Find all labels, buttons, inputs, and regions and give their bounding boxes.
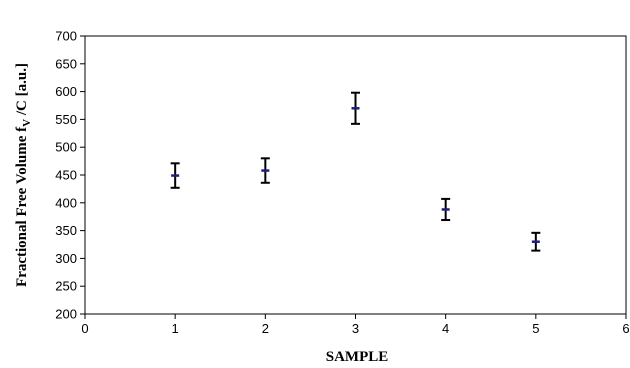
y-tick-label: 450 [55, 168, 77, 183]
data-points [170, 91, 541, 252]
x-tick-label: 4 [442, 321, 449, 336]
y-tick-label: 200 [55, 307, 77, 322]
y-tick-label: 650 [55, 56, 77, 71]
y-tick-label: 250 [55, 279, 77, 294]
y-tick-label: 300 [55, 251, 77, 266]
y-axis-title-main: Fractional Free Volume f [14, 126, 30, 287]
data-point [441, 197, 451, 222]
data-point [351, 91, 360, 125]
y-axis-ticks: 200 250 300 350 400 450 500 550 600 650 700 [55, 29, 85, 322]
data-point [260, 157, 270, 184]
x-tick-label: 5 [532, 321, 539, 336]
data-point [531, 231, 541, 252]
y-tick-label: 700 [55, 29, 77, 44]
x-tick-label: 2 [262, 321, 269, 336]
y-tick-label: 350 [55, 223, 77, 238]
x-tick-label: 3 [352, 321, 359, 336]
y-tick-label: 500 [55, 140, 77, 155]
y-axis-title-subscript: V [21, 119, 33, 127]
x-axis-ticks: 0 1 2 3 4 5 6 [81, 314, 630, 336]
data-point [170, 162, 180, 189]
plot-area [84, 35, 627, 315]
x-tick-label: 6 [622, 321, 629, 336]
x-axis-title: SAMPLE [326, 349, 389, 365]
y-axis-title: Fractional Free Volume fV /C [a.u.] [14, 63, 33, 287]
x-tick-label: 0 [81, 321, 88, 336]
y-tick-label: 600 [55, 84, 77, 99]
y-tick-label: 400 [55, 195, 77, 210]
y-tick-label: 550 [55, 112, 77, 127]
y-axis-title-suffix: /C [a.u.] [14, 63, 30, 119]
x-tick-label: 1 [172, 321, 179, 336]
